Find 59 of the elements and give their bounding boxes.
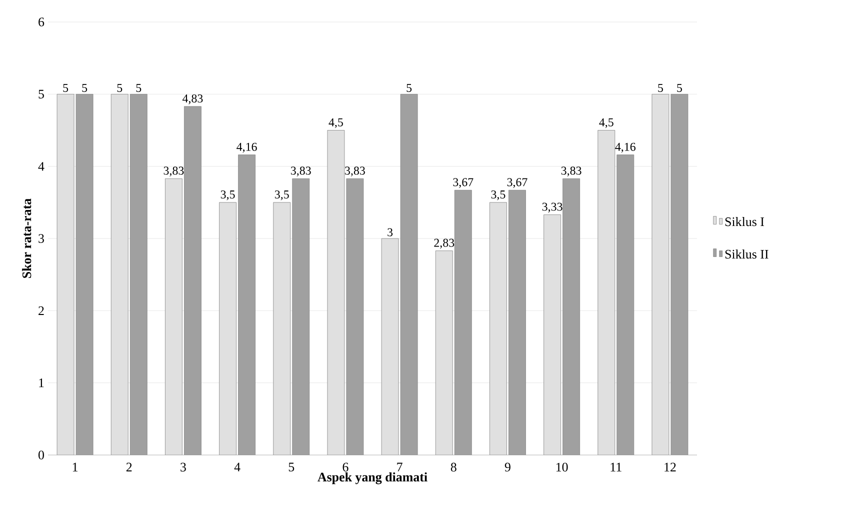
bar [238,154,256,455]
y-tick-label: 2 [38,306,44,315]
data-label: 3,83 [345,166,365,176]
data-label: 4,5 [328,118,343,128]
y-tick-label: 3 [38,234,44,243]
data-label: 5 [658,84,663,92]
bar [616,154,634,455]
x-tick-label: 9 [504,462,510,472]
bar [184,106,202,455]
x-tick-label: 3 [180,462,186,472]
data-label: 3,83 [561,166,582,176]
bar [346,178,364,455]
x-tick-label: 10 [556,462,568,472]
data-label: 5 [117,84,122,92]
x-tick-label: 1 [72,462,78,472]
y-tick-label: 1 [39,378,44,388]
y-tick-label: 5 [38,90,44,98]
bar [130,94,148,455]
data-label: 3,5 [491,190,506,200]
data-label: 3,83 [164,166,184,176]
data-label: 3 [388,228,393,236]
data-label: 4,16 [615,142,636,153]
x-tick-label: 5 [288,462,294,472]
y-tick-label: 6 [38,18,44,26]
legend-label: Siklus II [725,249,768,259]
legend-label: Siklus I [725,217,764,226]
data-label: 3,67 [507,178,528,188]
data-label: 2,83 [434,238,454,249]
data-label: 3,33 [542,202,562,212]
x-tick-label: 12 [664,462,676,472]
bar [76,94,94,455]
data-label: 3,83 [290,166,311,176]
data-label: 5 [136,84,142,92]
bar [508,190,526,455]
x-tick-label: 2 [126,462,132,472]
x-axis-title: Aspek yang diamati [318,472,428,484]
data-label: 5 [82,84,88,92]
data-label: 5 [406,84,412,92]
y-tick-label: 4 [38,162,44,171]
data-label: 4,83 [182,94,203,104]
data-label: 4,16 [236,142,257,153]
data-label: 4,5 [599,118,614,128]
x-tick-label: 11 [610,462,622,472]
data-label: 5 [677,84,682,92]
x-tick-label: 4 [234,462,240,472]
x-tick-label: 6 [342,462,348,472]
bar [562,178,580,455]
bar [454,190,472,455]
bar [670,94,688,455]
data-label: 5 [63,84,68,92]
y-tick-label: 0 [38,450,44,460]
x-tick-label: 8 [450,462,456,472]
bar [400,94,418,455]
data-label: 3,67 [453,178,474,188]
bar [292,178,310,455]
x-tick-label: 7 [397,462,402,472]
y-axis-title: Skor rata-rata [22,198,32,278]
data-label: 3,5 [220,190,235,200]
data-label: 3,5 [274,190,289,200]
